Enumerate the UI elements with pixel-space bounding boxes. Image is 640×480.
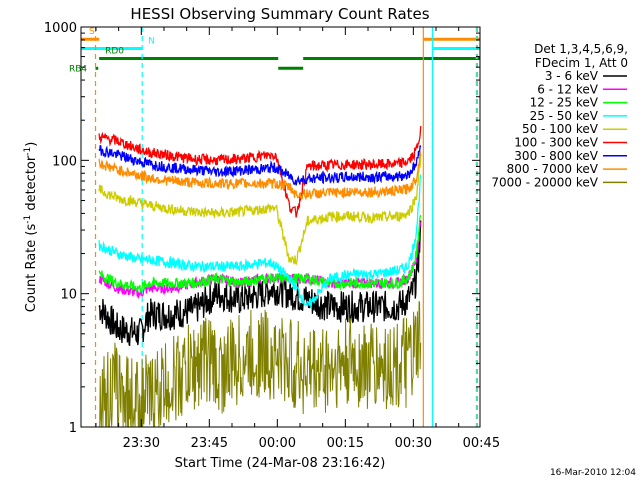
y-axis: 1 10 100 1000 (44, 21, 480, 436)
legend-label-7: 800 - 7000 keV (507, 162, 599, 176)
x-axis-label: Start Time (24-Mar-08 23:16:42) (175, 456, 386, 471)
y-tick-label-2: 100 (52, 154, 77, 169)
x-tick-label-5: 00:45 (463, 436, 500, 451)
legend-label-1: 6 - 12 keV (537, 82, 599, 96)
x-tick-label-3: 00:15 (327, 436, 364, 451)
legend-header-1: Det 1,3,4,5,6,9, (534, 42, 628, 56)
footer-timestamp: 16-Mar-2010 12:04 (550, 468, 636, 478)
series-line-7 (98, 151, 422, 201)
legend-label-0: 3 - 6 keV (545, 69, 599, 83)
legend-label-6: 300 - 800 keV (514, 149, 598, 163)
flag-label-0: S (89, 27, 95, 37)
flag-label-2: RD0 (105, 47, 124, 57)
legend-label-3: 25 - 50 keV (530, 109, 599, 123)
plot-frame (80, 26, 481, 428)
series-line-6 (98, 144, 422, 186)
series-line-8 (99, 300, 422, 428)
series-line-1 (98, 222, 422, 299)
legend-header-2: FDecim 1, Att 0 (535, 56, 628, 70)
legend-label-4: 50 - 100 keV (522, 122, 599, 136)
legend-label-5: 100 - 300 keV (514, 136, 598, 150)
flag-label-1: N (148, 36, 155, 46)
x-tick-label-1: 23:45 (191, 436, 228, 451)
chart-title: HESSI Observing Summary Count Rates (130, 5, 429, 23)
x-axis: 23:30 23:45 00:00 00:15 00:30 00:45 (95, 27, 500, 451)
legend-label-2: 12 - 25 keV (530, 96, 599, 110)
y-tick-label-1: 10 (60, 288, 77, 303)
series-line-5 (98, 126, 422, 218)
x-tick-label-0: 23:30 (123, 436, 160, 451)
series-line-2 (98, 214, 422, 294)
y-tick-label-0: 1 (69, 421, 77, 436)
series-group (98, 126, 422, 428)
flag-lines: S N RD0 RB4 (69, 27, 480, 74)
x-tick-label-2: 00:00 (259, 436, 296, 451)
legend: Det 1,3,4,5,6,9, FDecim 1, Att 0 3 - 6 k… (491, 42, 628, 189)
series-line-4 (98, 155, 422, 266)
series-line-0 (98, 220, 422, 347)
x-tick-label-4: 00:30 (395, 436, 432, 451)
y-tick-label-3: 1000 (44, 21, 77, 36)
y-axis-label: Count Rate (s-1 detector-1) (23, 142, 39, 313)
series-line-3 (98, 174, 422, 309)
legend-label-8: 7000 - 20000 keV (491, 175, 598, 189)
flag-label-3: RB4 (69, 64, 87, 74)
